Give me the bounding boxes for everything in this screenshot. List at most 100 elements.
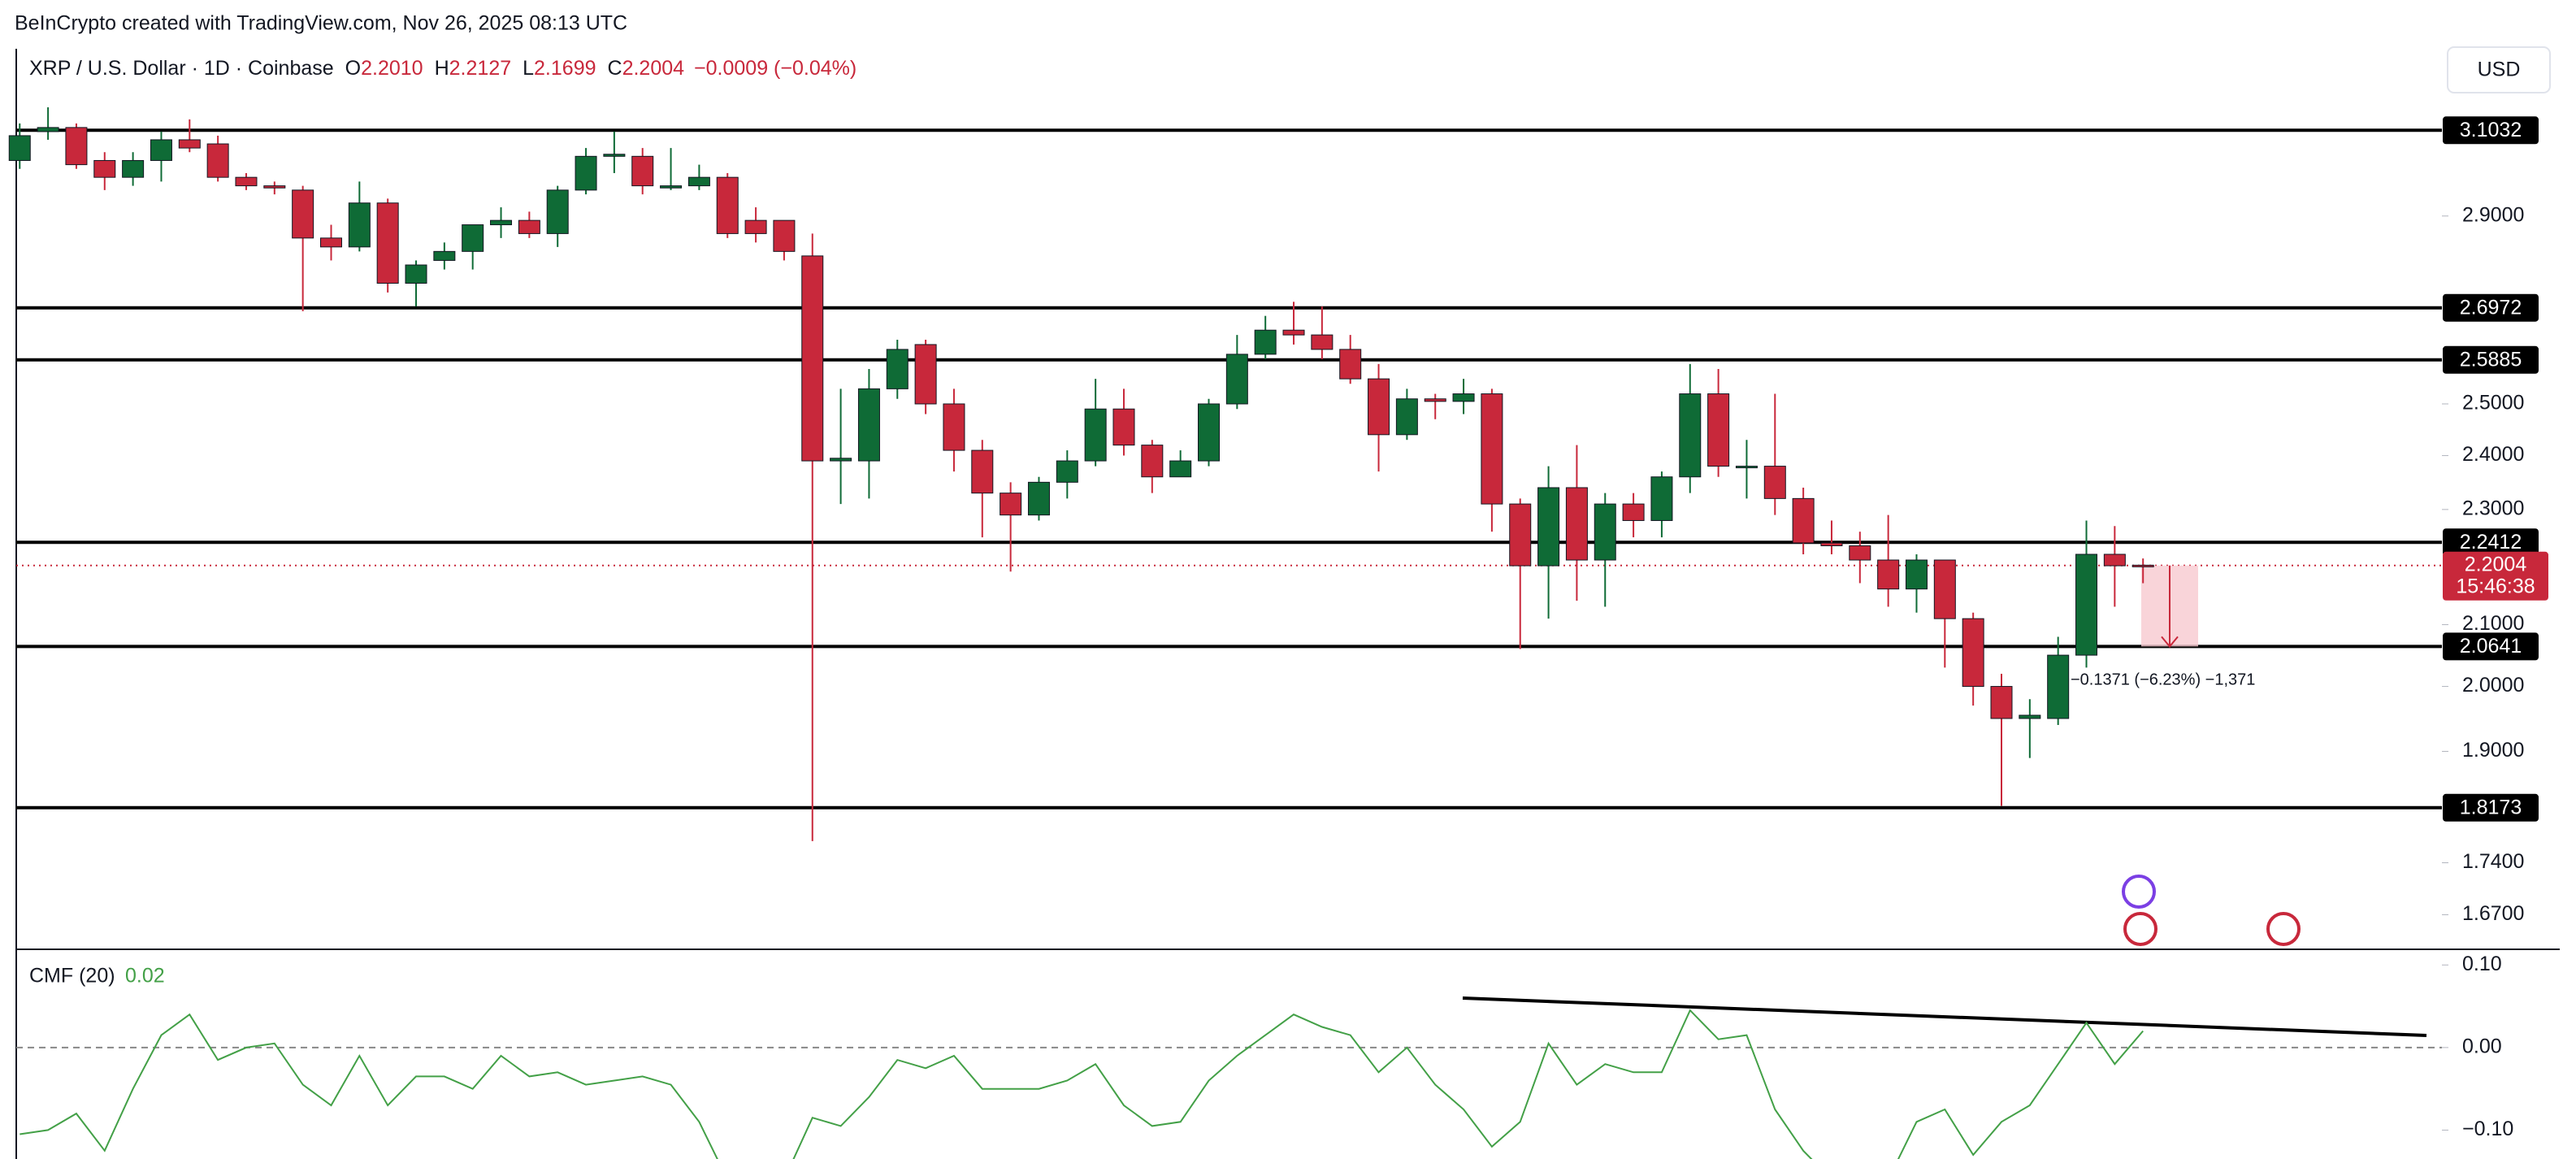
currency-button[interactable] <box>2447 46 2551 93</box>
candle-body <box>1000 493 1022 516</box>
measure-label: −0.1371 (−6.23%) −1,371 <box>2071 671 2255 689</box>
candle-body <box>1311 334 1334 350</box>
level-label-box <box>2443 293 2539 322</box>
candle-body <box>2131 564 2154 567</box>
last-price-box <box>2443 551 2548 601</box>
candle-body <box>773 219 796 252</box>
candle-body <box>518 219 540 234</box>
measure-arrowhead <box>2161 636 2179 648</box>
level-label: 2.2412 <box>2460 531 2522 553</box>
ohlc-value: 2.1699 <box>534 57 596 80</box>
level-label-box <box>2443 345 2539 374</box>
level-label: 3.1032 <box>2460 119 2522 141</box>
y-tick-label: 0.00 <box>2462 1035 2502 1057</box>
level-label: 2.6972 <box>2460 296 2522 319</box>
candle-body <box>263 185 286 189</box>
candle-body <box>2103 553 2126 566</box>
ohlc-value: 2.2127 <box>449 57 511 80</box>
candle-body <box>1169 460 1192 478</box>
candle-body <box>1339 349 1362 380</box>
candle-body <box>1254 329 1277 355</box>
ohlc-key: C <box>608 57 622 80</box>
candle-body <box>37 127 59 132</box>
candle-body <box>1509 503 1532 566</box>
candle-body <box>206 143 229 178</box>
candle-body <box>1027 481 1050 516</box>
symbol-legend: XRP / U.S. Dollar · 1D · Coinbase O2.2010… <box>29 57 856 80</box>
candle-body <box>1537 487 1560 566</box>
candle-body <box>1877 559 1900 590</box>
candle-body <box>1650 476 1673 521</box>
last-price-label: 2.2004 <box>2465 553 2527 575</box>
y-tick-label: −0.10 <box>2462 1118 2513 1140</box>
candle-body <box>575 155 597 191</box>
candle-body <box>1368 378 1390 436</box>
candle-body <box>1141 445 1164 478</box>
candle-body <box>1849 545 1871 561</box>
candle-body <box>1056 460 1078 483</box>
y-tick-label: 0.10 <box>2462 953 2502 975</box>
indicator-title: CMF (20) <box>29 965 115 988</box>
candle-body <box>830 458 852 462</box>
y-tick-label: 1.6700 <box>2462 902 2524 925</box>
event-icons <box>2122 875 2301 946</box>
candle-body <box>2019 714 2041 719</box>
candle-body <box>1481 393 1503 505</box>
candle-body <box>971 449 994 494</box>
candle-body <box>687 176 710 187</box>
candle-body <box>660 185 683 189</box>
level-label: 1.8173 <box>2460 796 2522 818</box>
candle-body <box>1424 398 1446 402</box>
symbol: XRP / U.S. Dollar · 1D · Coinbase <box>29 57 334 80</box>
candle-body <box>1084 408 1107 462</box>
ohlc-key: O <box>345 57 361 80</box>
y-tick-label: 2.0000 <box>2462 674 2524 697</box>
candle-body <box>603 154 626 157</box>
candle-body <box>1594 503 1616 561</box>
candle-body <box>1452 393 1475 402</box>
candle-body <box>1565 487 1588 561</box>
level-label: 2.0641 <box>2460 635 2522 658</box>
candle-body <box>716 176 739 234</box>
currency-label[interactable]: USD <box>2478 59 2521 81</box>
y-tick-label: 2.4000 <box>2462 443 2524 466</box>
level-label-box <box>2443 528 2539 557</box>
candle-body <box>1792 497 1815 544</box>
candle-body <box>1679 393 1702 478</box>
candle-body <box>1990 686 2013 719</box>
candle-body <box>1820 542 1843 547</box>
candle-body <box>943 403 965 451</box>
candle-body <box>1735 466 1758 469</box>
candle-body <box>65 127 88 166</box>
y-tick-label: 1.9000 <box>2462 739 2524 762</box>
candle-body <box>631 155 654 187</box>
event-icon <box>2122 875 2156 909</box>
candle-body <box>490 219 513 226</box>
candle-body <box>546 189 569 234</box>
y-tick-label: 2.9000 <box>2462 203 2524 226</box>
ohlc-key: L <box>523 57 534 80</box>
level-label-box <box>2443 116 2539 145</box>
candle-body <box>405 264 427 284</box>
candle-body <box>122 159 145 178</box>
candle-body <box>93 159 116 178</box>
candle-body <box>1112 408 1135 446</box>
candle-body <box>433 250 456 261</box>
candle-body <box>292 189 314 239</box>
candle-body <box>1962 618 1984 688</box>
attribution: BeInCrypto created with TradingView.com,… <box>15 12 627 35</box>
candle-body <box>235 176 258 187</box>
candle-body <box>2047 654 2070 719</box>
candle-body <box>2075 553 2098 656</box>
candle-body <box>150 139 172 161</box>
candle-body <box>376 202 399 284</box>
candle-body <box>1905 559 1928 590</box>
candle-body <box>1622 503 1645 521</box>
level-label-box <box>2443 632 2539 661</box>
candle-body <box>319 237 342 248</box>
candle-body <box>1707 393 1730 467</box>
candle-body <box>1763 466 1786 499</box>
level-label: 2.5885 <box>2460 348 2522 371</box>
ohlc-value: 2.2010 <box>361 57 423 80</box>
